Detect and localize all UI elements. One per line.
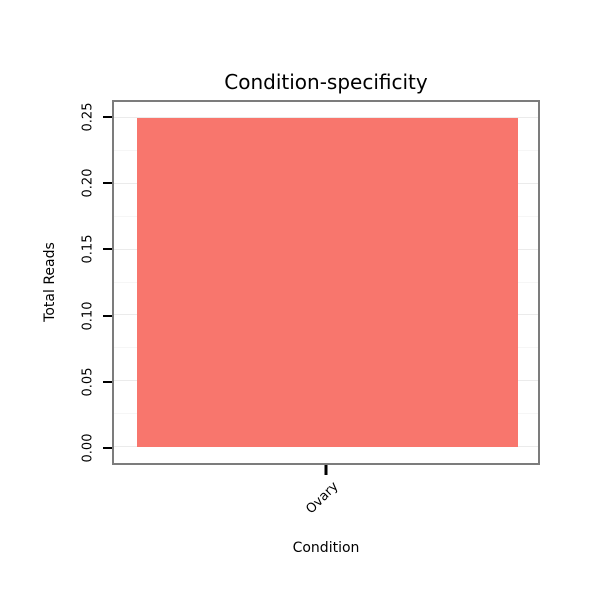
y-tick-label: 0.20 bbox=[80, 168, 96, 198]
bar-ovary bbox=[136, 118, 519, 447]
y-axis-ticks bbox=[103, 100, 112, 465]
y-tick-mark bbox=[103, 447, 112, 450]
y-tick-label: 0.10 bbox=[80, 301, 96, 331]
plot-panel bbox=[112, 100, 540, 465]
y-axis-tick-labels: 0.00 0.05 0.10 0.15 0.20 0.25 bbox=[74, 100, 102, 465]
y-tick-mark bbox=[103, 314, 112, 317]
y-tick-mark bbox=[103, 381, 112, 384]
y-tick-label: 0.25 bbox=[80, 102, 96, 132]
y-axis-title: Total Reads bbox=[42, 242, 58, 322]
chart-title: Condition-specificity bbox=[224, 70, 428, 94]
y-tick-label: 0.00 bbox=[80, 433, 96, 463]
y-tick-mark bbox=[103, 115, 112, 118]
y-tick-label: 0.05 bbox=[80, 367, 96, 397]
gridline-major bbox=[114, 117, 538, 119]
x-axis-title: Condition bbox=[292, 540, 360, 556]
x-tick-label-ovary: Ovary bbox=[303, 479, 342, 518]
y-tick-mark bbox=[103, 248, 112, 251]
x-axis-tick bbox=[324, 465, 328, 475]
y-tick-label: 0.15 bbox=[80, 234, 96, 264]
y-tick-mark bbox=[103, 181, 112, 184]
